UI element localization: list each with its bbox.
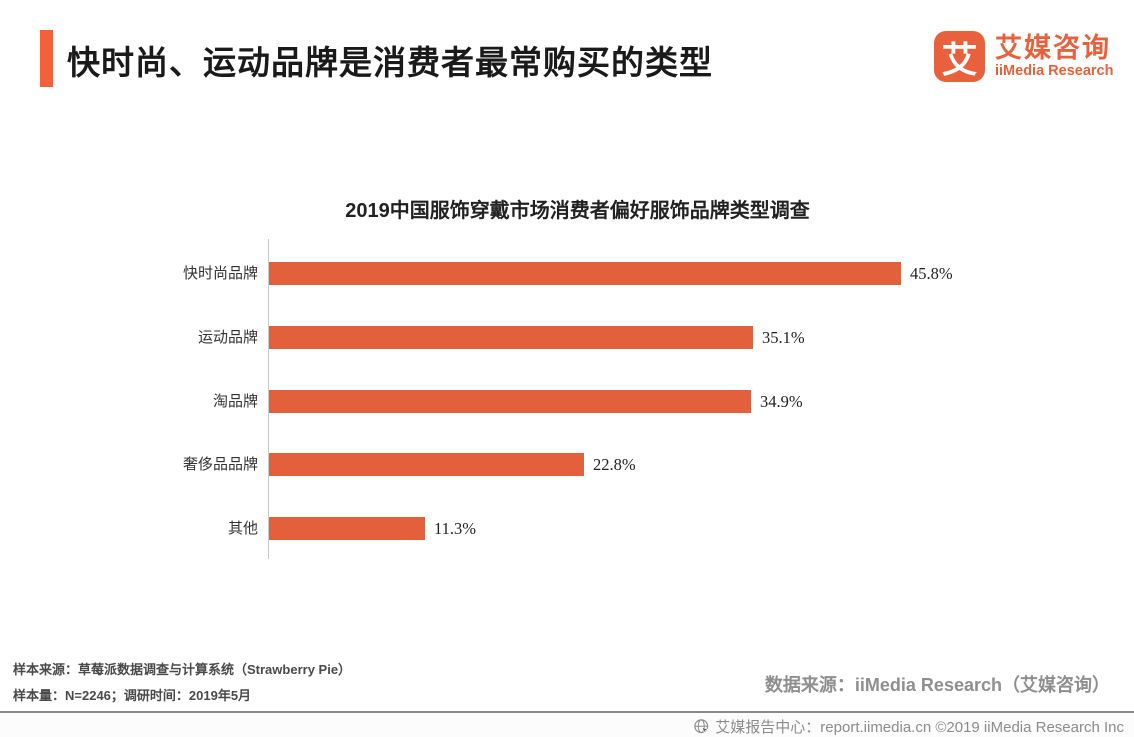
iimedia-logo: 艾 艾媒咨询 iiMedia Research	[934, 31, 1113, 82]
bar-value-label: 35.1%	[762, 328, 805, 347]
bar-value-label: 11.3%	[434, 519, 477, 538]
sample-notes: 样本来源：草莓派数据调查与计算系统（Strawberry Pie） 样本量：N=…	[13, 657, 351, 709]
footer-strip	[0, 713, 1134, 737]
bar	[269, 517, 425, 540]
bar	[269, 453, 584, 476]
bar-category-label: 其他	[227, 520, 258, 537]
logo-name-cn: 艾媒咨询	[995, 33, 1111, 63]
bar-value-label: 34.9%	[760, 392, 803, 411]
logo-name-en: iiMedia Research	[995, 63, 1114, 79]
footer-credit: 艾媒报告中心：report.iimedia.cn ©2019 iiMedia R…	[693, 716, 1124, 737]
page-title: 快时尚、运动品牌是消费者最常购买的类型	[67, 44, 713, 81]
iimedia-logo-text: 艾媒咨询 iiMedia Research	[995, 31, 1113, 82]
bar-category-label: 淘品牌	[212, 393, 258, 410]
footer-divider	[0, 711, 1134, 713]
bar	[269, 390, 751, 413]
bar-category-label: 快时尚品牌	[182, 265, 258, 282]
chart-title: 2019中国服饰穿戴市场消费者偏好服饰品牌类型调查	[345, 200, 810, 222]
bar	[269, 262, 901, 285]
bar-category-label: 运动品牌	[197, 329, 258, 346]
chart-y-axis-line	[268, 239, 269, 559]
bar	[269, 326, 753, 349]
title-accent-bar	[40, 30, 53, 87]
footer-credit-text: 艾媒报告中心：report.iimedia.cn ©2019 iiMedia R…	[715, 719, 1124, 736]
data-source-credit: 数据来源：iiMedia Research（艾媒咨询）	[764, 675, 1110, 695]
bar-value-label: 45.8%	[910, 264, 953, 283]
globe-cursor-icon	[694, 718, 710, 734]
iimedia-logo-icon: 艾	[934, 31, 985, 82]
sample-size-note: 样本量：N=2246；调研时间：2019年5月	[13, 688, 252, 703]
bar-category-label: 奢侈品品牌	[182, 456, 258, 473]
sample-source-note: 样本来源：草莓派数据调查与计算系统（Strawberry Pie）	[13, 662, 352, 677]
bar-value-label: 22.8%	[593, 455, 636, 474]
